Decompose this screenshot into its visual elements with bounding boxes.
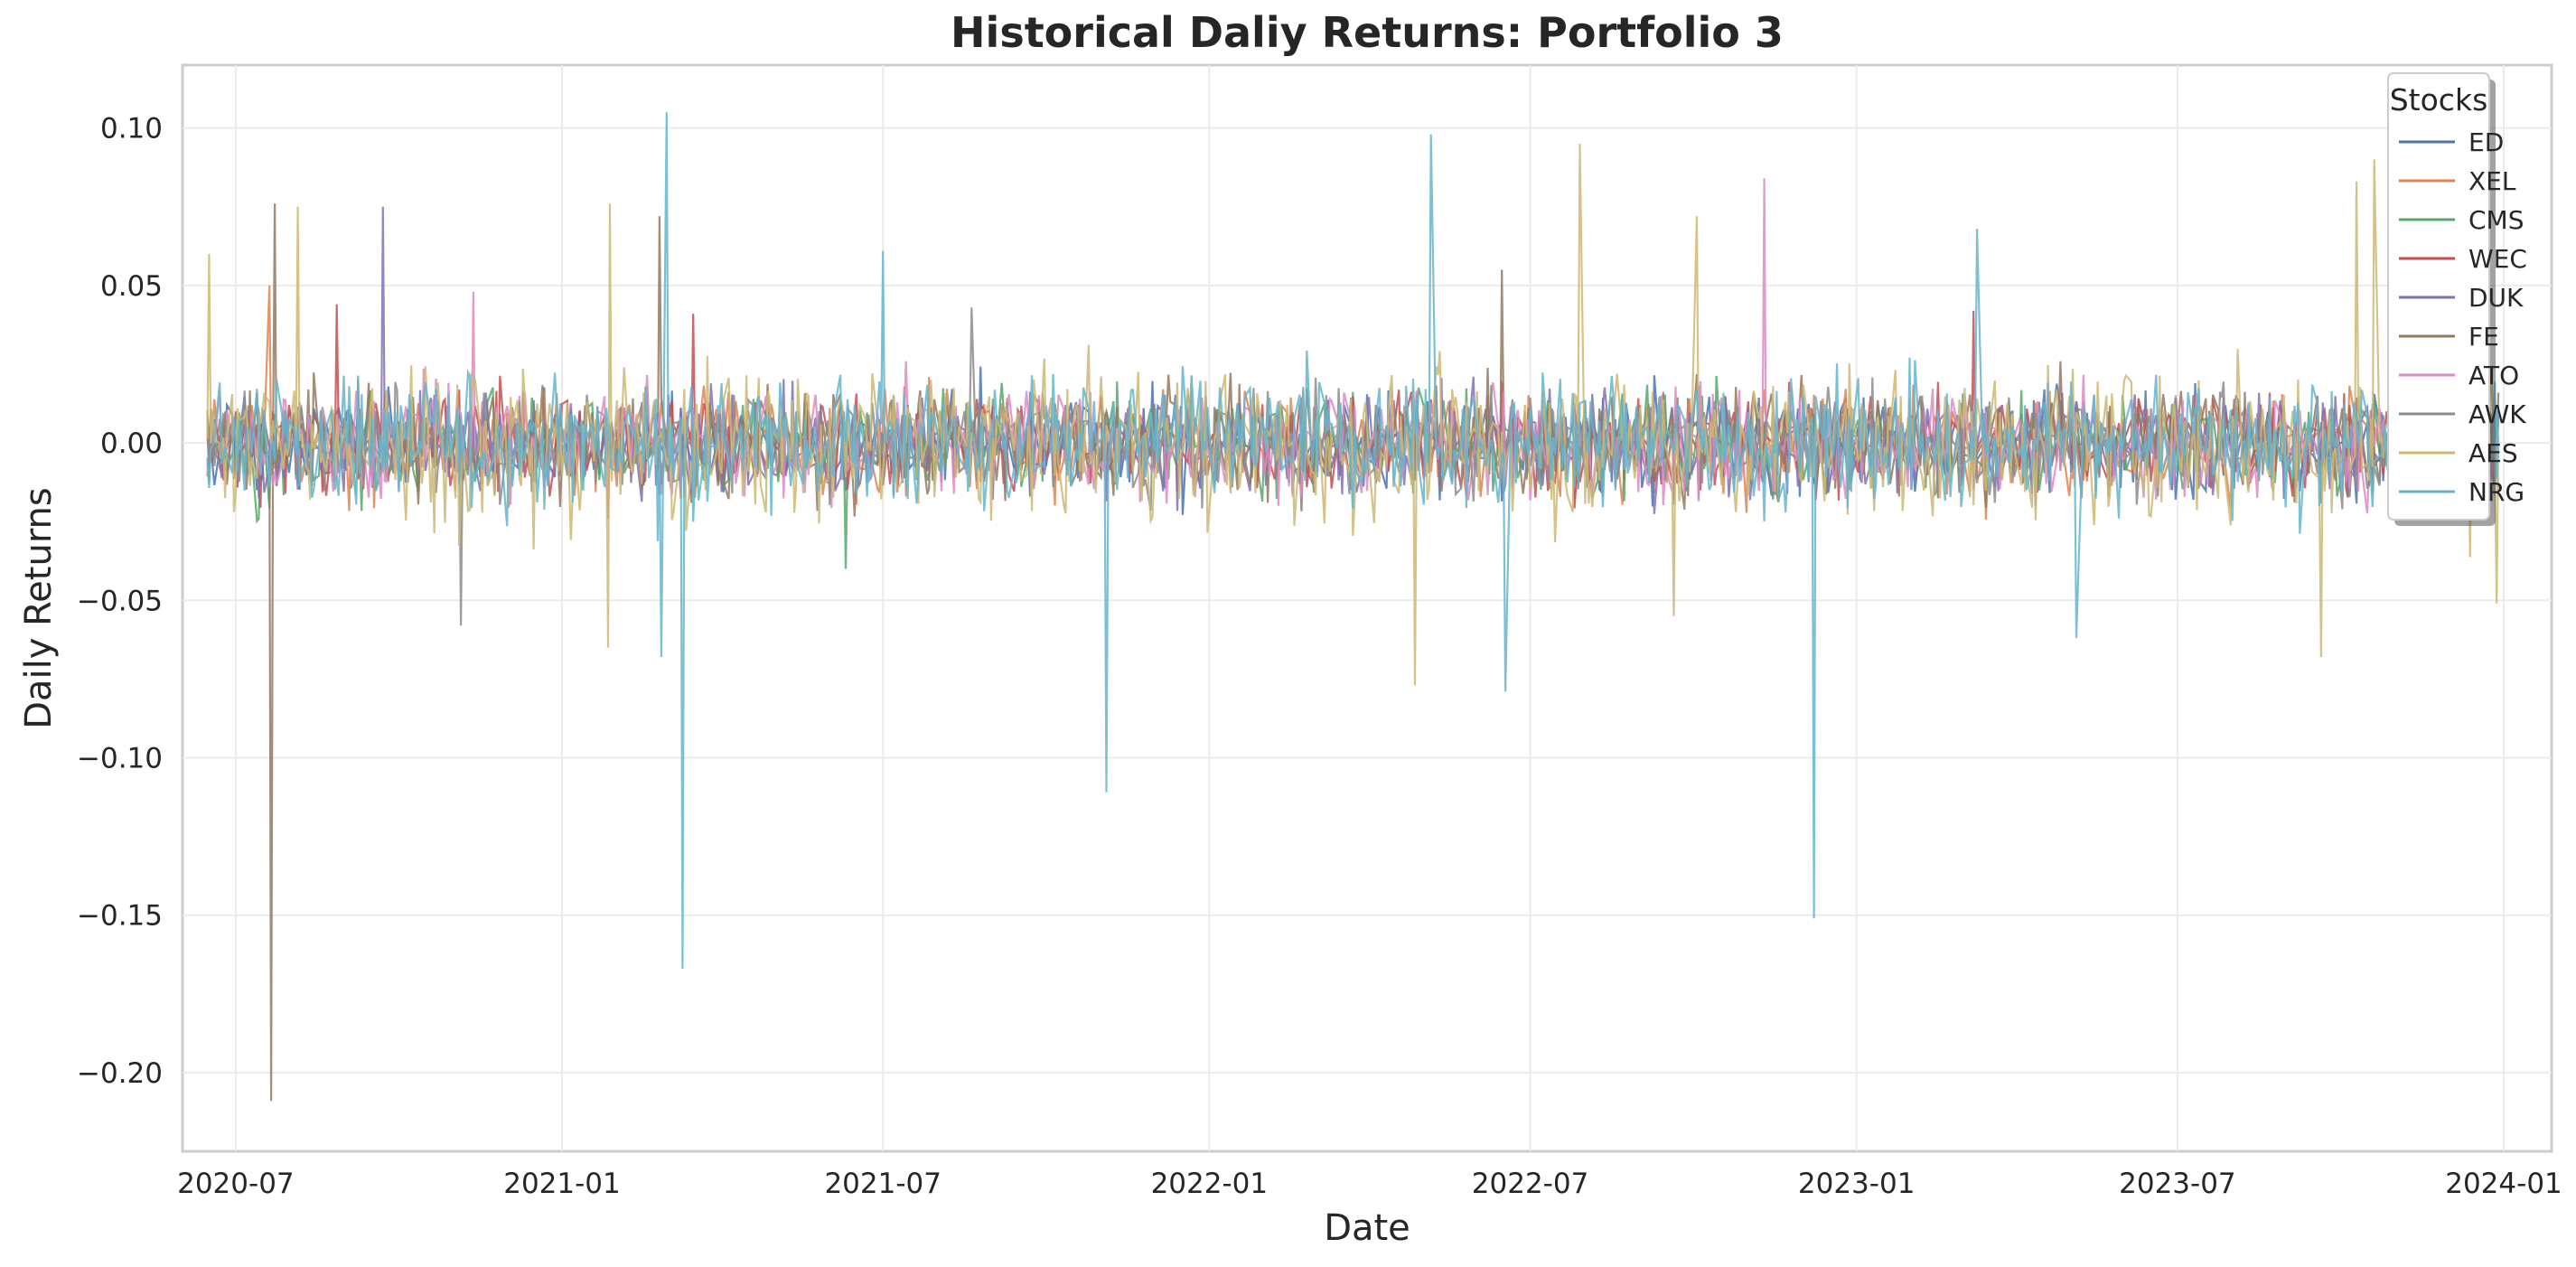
y-tick-label: −0.10 xyxy=(77,742,163,774)
legend-label-awk: AWK xyxy=(2468,399,2526,429)
legend-label-fe: FE xyxy=(2468,322,2499,352)
legend-label-nrg: NRG xyxy=(2468,477,2524,507)
y-axis-label: Daily Returns xyxy=(18,487,60,729)
y-tick-label: −0.20 xyxy=(77,1057,163,1090)
x-tick-label: 2021-01 xyxy=(503,1168,621,1200)
x-tick-label: 2021-07 xyxy=(824,1168,941,1200)
plot-area xyxy=(181,63,2553,1153)
legend-label-ed: ED xyxy=(2468,127,2504,157)
legend-label-cms: CMS xyxy=(2468,205,2524,235)
legend-label-duk: DUK xyxy=(2468,283,2524,313)
y-tick-label: 0.10 xyxy=(100,113,163,145)
y-tick-label: −0.15 xyxy=(77,900,163,933)
legend-label-wec: WEC xyxy=(2468,244,2527,274)
legend-title: Stocks xyxy=(2390,82,2488,117)
x-tick-label: 2024-01 xyxy=(2445,1168,2562,1200)
legend-label-xel: XEL xyxy=(2468,166,2516,196)
axis-ticks: 2020-07 2021-01 2021-07 2022-01 2022-07 2023-… xyxy=(77,113,2562,1200)
chart-title: Historical Daliy Returns: Portfolio 3 xyxy=(951,8,1784,57)
y-tick-label: 0.05 xyxy=(100,270,163,303)
y-tick-label: −0.05 xyxy=(77,585,163,617)
x-tick-label: 2022-07 xyxy=(1472,1168,1589,1200)
x-tick-label: 2023-01 xyxy=(1798,1168,1916,1200)
legend-items: ED XEL CMS WEC DUK FE ATO AWK AES NRG xyxy=(2399,127,2527,507)
series-lines xyxy=(206,112,2500,1102)
series-line-aes xyxy=(206,144,2500,686)
x-axis-label: Date xyxy=(1324,1207,1410,1249)
x-tick-label: 2020-07 xyxy=(177,1168,295,1200)
series-line-awk xyxy=(206,307,2500,626)
legend-label-ato: ATO xyxy=(2468,361,2519,390)
y-tick-label: 0.00 xyxy=(100,427,163,460)
series-line-nrg xyxy=(206,112,2500,969)
x-tick-label: 2022-01 xyxy=(1151,1168,1269,1200)
x-tick-label: 2023-07 xyxy=(2119,1168,2236,1200)
legend-label-aes: AES xyxy=(2468,438,2518,468)
legend[interactable]: Stocks ED XEL CMS WEC DUK FE ATO AWK AES NRG xyxy=(2387,72,2527,526)
